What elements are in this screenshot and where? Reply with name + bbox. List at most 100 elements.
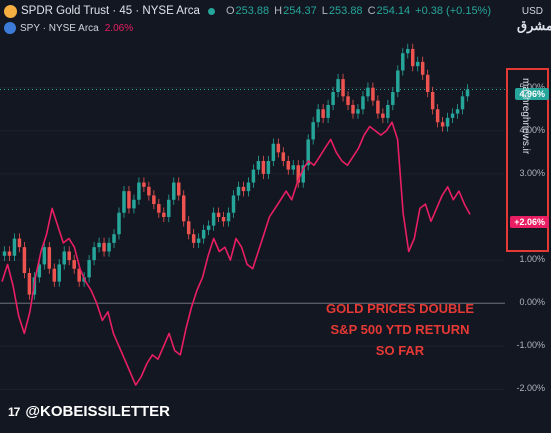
author-handle: @KOBEISSILETTER [25,403,170,420]
ohlc-close-key: C [367,5,376,17]
gold-candle [62,251,66,265]
gold-candle [191,234,196,243]
gold-candle [371,87,375,101]
annotation-line-3: SO FAR [375,343,425,358]
y-tick-label: 3.00% [519,167,545,178]
gold-candle [22,247,27,274]
gold-candle [341,79,345,97]
gold-candle [206,225,211,230]
ohlc-open-key: O [225,5,235,17]
gold-candle [331,92,335,105]
ohlc-high-value: 254.37 [283,5,317,17]
gold-candle [246,182,251,192]
gold-candle [172,182,176,200]
y-tick-label: -1.00% [516,340,545,351]
y-tick-label: 5.00% [519,81,545,92]
ohlc-low-key: L [321,5,328,17]
gold-candle [47,247,52,269]
compare-value: 2.06% [104,22,134,34]
currency-label: USD [521,6,543,17]
gold-candle [440,122,445,127]
gold-candle [406,48,410,54]
gold-candle [12,238,17,256]
gold-candle [132,199,136,209]
gold-candle [92,247,96,261]
gold-candle [391,92,395,105]
gold-candle [7,251,12,256]
gold-candle [181,195,186,222]
gold-candle [42,247,47,265]
gold-candle [241,186,246,192]
gold-candle [216,212,221,217]
gold-candle [72,260,76,269]
gold-candle [256,160,261,170]
gold-candle [112,234,116,243]
gold-candle [162,212,166,217]
symbol-header: SPDR Gold Trust · 45 · NYSE Arca O 253.88… [4,3,491,19]
gold-candle [52,268,57,282]
gold-candle [281,152,286,161]
gold-candle [261,160,266,174]
gold-candle [152,195,156,205]
gold-candle [430,92,435,110]
watermark-text: mashreghnews.ir [520,78,531,155]
price-change: +0.38 (+0.15%) [415,5,492,17]
symbol-title[interactable]: SPDR Gold Trust · 45 · NYSE Arca [21,5,200,17]
gold-candle [122,191,126,213]
gold-candle [301,165,305,183]
gold-last-value-badge: 4.96% [515,88,549,100]
gold-candle [411,48,415,67]
gold-candle [415,61,420,67]
gold-candle [450,113,455,118]
gold-candle [266,160,271,174]
gold-candle [117,212,121,235]
highlight-box [506,68,549,252]
gold-candle [425,74,430,93]
tradingview-logo-icon: 17 [8,404,20,419]
gold-candle [381,113,385,118]
gold-candle [361,96,365,110]
gold-candle [296,165,300,183]
gold-candle [142,182,146,187]
gold-candle [311,122,315,140]
gold-candle [351,104,355,114]
gold-candle [396,70,400,93]
compare-symbol: SPY · NYSE Arca [20,22,99,34]
gold-candle [226,212,231,222]
gold-candle [137,182,141,200]
gold-candle [401,53,405,71]
gold-candle [286,160,291,170]
gold-candle [366,87,370,97]
gold-candle [107,242,111,252]
gold-candle [435,109,440,123]
footer-credit: 17 @KOBEISSILETTER [8,403,170,420]
gold-candle [231,195,236,213]
gold-candle [386,104,390,118]
y-tick-label: 1.00% [519,254,545,265]
gold-candle [316,109,320,123]
gold-candle [211,212,216,226]
compare-legend[interactable]: SPY · NYSE Arca 2.06% [4,21,133,35]
gold-candle [177,182,181,196]
gold-candle [465,89,470,97]
gold-candle [236,186,241,196]
watermark-logo: مشرق [517,18,551,33]
gold-candle [77,268,81,282]
gold-candle [221,217,226,222]
gold-candle [57,264,61,282]
annotation-line-1: GOLD PRICES DOUBLE [325,301,475,316]
gold-candle [271,143,276,161]
spy-logo-icon [4,22,16,34]
gold-candle [2,251,7,256]
ohlc-close-value: 254.14 [376,5,411,17]
gld-logo-icon [4,4,17,18]
ohlc-low-value: 253.88 [328,5,363,17]
ohlc-high-key: H [274,5,283,17]
gold-candle [186,221,191,235]
gold-candle [356,109,360,114]
gold-candle [251,169,256,183]
gold-candle [321,109,325,118]
gold-candle [460,96,465,110]
gold-candle [455,109,460,114]
